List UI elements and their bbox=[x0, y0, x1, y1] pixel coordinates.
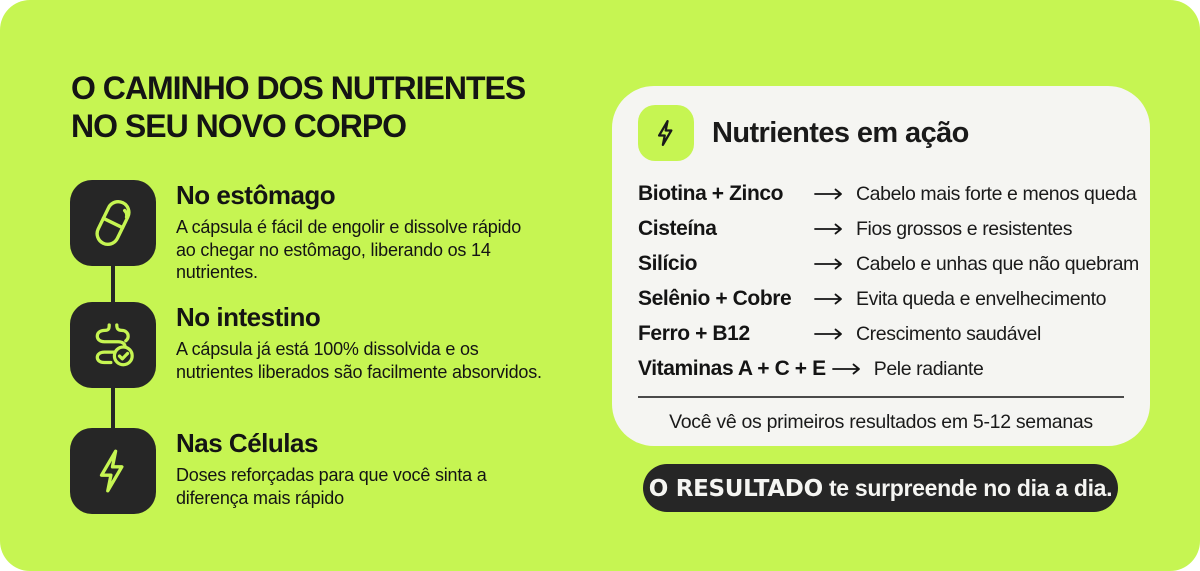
long-right-arrow-icon bbox=[814, 223, 844, 235]
result-banner: O RESULTADO te surpreende no dia a dia. bbox=[643, 464, 1118, 512]
step-cells-text: Nas Células Doses reforçadas para que vo… bbox=[176, 428, 578, 514]
step-title: No estômago bbox=[176, 180, 336, 210]
step-title: No intestino bbox=[176, 302, 321, 332]
long-right-arrow-icon bbox=[831, 363, 862, 375]
nutrient-benefit: Fios grossos e resistentes bbox=[856, 217, 1073, 240]
nutrient-name: Ferro + B12 bbox=[638, 322, 750, 345]
nutrient-list: Biotina + Zinco Cabelo mais forte e meno… bbox=[638, 182, 1139, 381]
nutrient-name: Selênio + Cobre bbox=[638, 287, 792, 310]
card-divider bbox=[638, 396, 1124, 398]
page-title: O CAMINHO DOS NUTRIENTES NO SEU NOVO COR… bbox=[71, 70, 526, 144]
nutrients-card: Nutrientes em ação Biotina + Zinco Cabel… bbox=[612, 86, 1150, 446]
nutrient-row: Ferro + B12 Crescimento saudável bbox=[638, 322, 1124, 346]
nutrient-benefit: Crescimento saudável bbox=[856, 322, 1041, 345]
nutrient-row: Cisteína Fios grossos e resistentes bbox=[638, 217, 1124, 241]
banner-rest: te surpreende no dia a dia. bbox=[822, 474, 1113, 501]
nutrient-name: Silício bbox=[638, 252, 698, 275]
step-description: A cápsula já está 100% dissolvida e os n… bbox=[176, 338, 542, 382]
result-banner-text: O RESULTADO te surpreende no dia a dia. bbox=[649, 475, 1113, 502]
nutrient-name: Vitaminas A + C + E bbox=[638, 357, 826, 380]
nutrient-benefit: Pele radiante bbox=[873, 357, 984, 380]
nutrient-benefit: Cabelo mais forte e menos queda bbox=[856, 182, 1137, 205]
results-footnote: Você vê os primeiros resultados em 5-12 … bbox=[669, 411, 1093, 433]
step-intestine: No intestino A cápsula já está 100% diss… bbox=[70, 302, 578, 388]
nutrient-row: Silício Cabelo e unhas que não quebram bbox=[638, 252, 1139, 276]
card-title: Nutrientes em ação bbox=[712, 116, 969, 149]
step-title: Nas Células bbox=[176, 428, 318, 458]
nutrients-card-header: Nutrientes em ação bbox=[638, 105, 1124, 161]
step-description: A cápsula é fácil de engolir e dissolve … bbox=[176, 216, 522, 283]
long-right-arrow-icon bbox=[814, 258, 844, 270]
long-right-arrow-icon bbox=[814, 293, 844, 305]
step-cells: Nas Células Doses reforçadas para que vo… bbox=[70, 428, 578, 514]
nutrient-name: Cisteína bbox=[638, 217, 717, 240]
long-right-arrow-icon bbox=[814, 328, 844, 340]
nutrient-benefit: Evita queda e envelhecimento bbox=[856, 287, 1107, 310]
nutrient-row: Selênio + Cobre Evita queda e envelhecim… bbox=[638, 287, 1124, 311]
step-intestine-text: No intestino A cápsula já está 100% diss… bbox=[176, 302, 578, 388]
nutrient-benefit: Cabelo e unhas que não quebram bbox=[856, 252, 1139, 275]
banner-highlight: O RESULTADO bbox=[648, 475, 823, 502]
intestine-icon bbox=[70, 302, 156, 388]
nutrient-row: Vitaminas A + C + E Pele radiante bbox=[638, 357, 1124, 381]
step-stomach: No estômago A cápsula é fácil de engolir… bbox=[70, 180, 578, 284]
nutrient-name: Biotina + Zinco bbox=[638, 182, 784, 205]
nutrient-row: Biotina + Zinco Cabelo mais forte e meno… bbox=[638, 182, 1137, 206]
capsule-icon bbox=[70, 180, 156, 266]
lightning-icon bbox=[70, 428, 156, 514]
long-right-arrow-icon bbox=[814, 188, 844, 200]
lightning-icon bbox=[638, 105, 694, 161]
step-description: Doses reforçadas para que você sinta a d… bbox=[176, 464, 487, 508]
step-stomach-text: No estômago A cápsula é fácil de engolir… bbox=[176, 180, 578, 284]
